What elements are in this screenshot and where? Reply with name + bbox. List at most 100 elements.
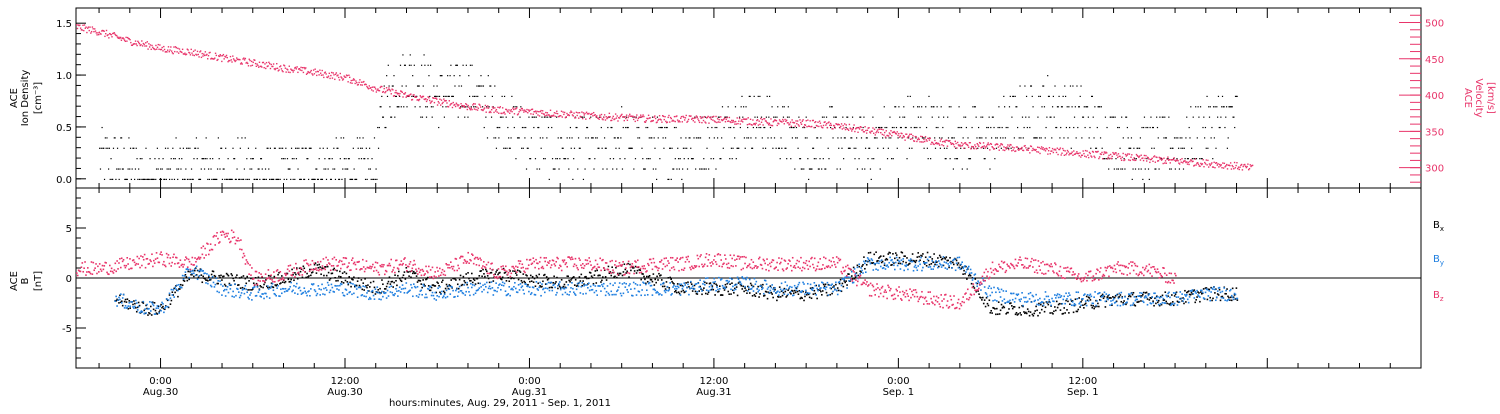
velocity-point [473, 103, 474, 104]
velocity-point [167, 49, 168, 50]
b-point [626, 289, 628, 291]
bottom-left-tick-label: 5 [66, 224, 72, 235]
b-point [145, 312, 147, 314]
density-point [619, 158, 620, 159]
b-point [459, 286, 461, 288]
b-point [1194, 302, 1196, 304]
b-point [1039, 312, 1041, 314]
density-point [858, 158, 859, 159]
density-point [364, 158, 365, 159]
velocity-point [1159, 157, 1160, 158]
velocity-point [769, 124, 770, 125]
b-point [396, 290, 398, 292]
density-point [1080, 96, 1081, 97]
velocity-point [554, 112, 555, 113]
velocity-point [1082, 150, 1083, 151]
b-point [281, 275, 283, 277]
b-point [183, 278, 185, 280]
velocity-point [820, 125, 821, 126]
b-point [434, 298, 436, 300]
b-point [215, 276, 217, 278]
velocity-point [614, 118, 615, 119]
velocity-point [202, 53, 203, 54]
density-point [739, 117, 740, 118]
b-point [588, 278, 590, 280]
density-point [1158, 137, 1159, 138]
velocity-point [83, 30, 84, 31]
density-point [1053, 96, 1054, 97]
b-point [355, 286, 357, 288]
velocity-point [542, 110, 543, 111]
b-point [988, 305, 990, 307]
b-point [516, 274, 518, 276]
density-point [511, 96, 512, 97]
velocity-point [783, 120, 784, 121]
b-point [450, 279, 452, 281]
density-point [323, 168, 324, 169]
velocity-point [795, 125, 796, 126]
density-point [654, 137, 655, 138]
velocity-point [585, 118, 586, 119]
b-point [169, 294, 171, 296]
density-point [380, 106, 381, 107]
density-point [1075, 106, 1076, 107]
b-point [481, 291, 483, 293]
density-point [1147, 127, 1148, 128]
density-point [1198, 106, 1199, 107]
b-point [663, 282, 665, 284]
b-point [1157, 302, 1159, 304]
density-point [197, 148, 198, 149]
density-point [1026, 96, 1027, 97]
b-point [716, 285, 718, 287]
velocity-point [809, 120, 810, 121]
velocity-point [693, 118, 694, 119]
velocity-point [700, 116, 701, 117]
b-point [494, 290, 496, 292]
density-point [1217, 117, 1218, 118]
velocity-point [144, 45, 145, 46]
b-point [258, 291, 260, 293]
b-point [566, 281, 568, 283]
velocity-point [116, 35, 117, 36]
density-point [963, 137, 964, 138]
density-point [167, 148, 168, 149]
density-point [763, 148, 764, 149]
b-point [608, 266, 610, 268]
density-point [470, 65, 471, 66]
density-point [702, 168, 703, 169]
density-point [319, 158, 320, 159]
velocity-point [536, 112, 537, 113]
density-point [428, 65, 429, 66]
velocity-point [302, 67, 303, 68]
density-point [445, 106, 446, 107]
velocity-point [842, 128, 843, 129]
velocity-point [794, 122, 795, 123]
density-point [988, 127, 989, 128]
velocity-point [994, 148, 995, 149]
b-point [657, 292, 659, 294]
velocity-point [685, 117, 686, 118]
velocity-point [1165, 160, 1166, 161]
b-point [160, 304, 162, 306]
b-point [1059, 303, 1061, 305]
density-point [296, 158, 297, 159]
b-point [367, 284, 369, 286]
b-point [387, 290, 389, 292]
b-point [243, 275, 245, 277]
density-point [587, 127, 588, 128]
density-point [175, 158, 176, 159]
density-point [391, 117, 392, 118]
b-point [295, 274, 297, 276]
b-point [518, 284, 520, 286]
b-point [253, 282, 255, 284]
b-point [399, 286, 401, 288]
b-point [814, 290, 816, 292]
density-point [852, 117, 853, 118]
b-point [620, 293, 622, 295]
velocity-point [474, 108, 475, 109]
b-point [155, 313, 157, 315]
velocity-point [857, 132, 858, 133]
density-point [225, 148, 226, 149]
density-point [937, 127, 938, 128]
b-point [314, 264, 316, 266]
